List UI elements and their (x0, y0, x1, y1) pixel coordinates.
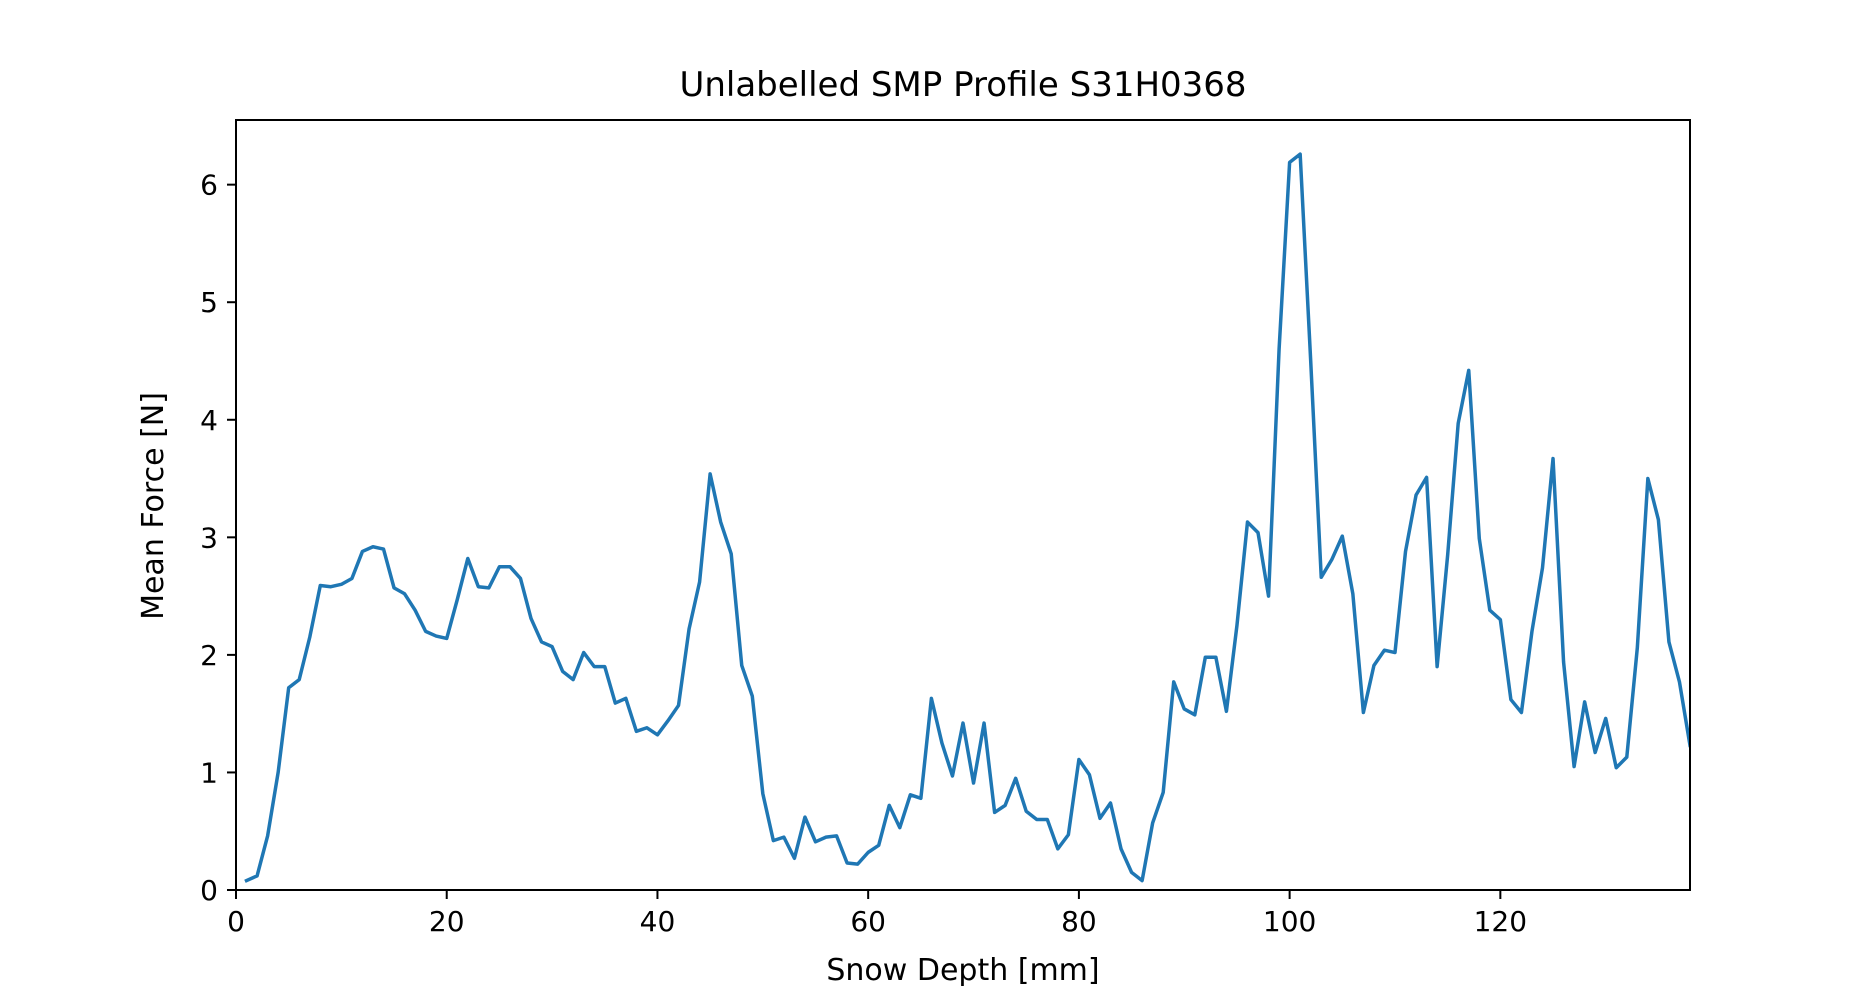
x-tick-label: 20 (429, 905, 465, 938)
plot-area (235, 119, 1691, 891)
y-tick-label: 0 (200, 874, 218, 907)
x-tick-label: 60 (850, 905, 886, 938)
x-tick-label: 80 (1061, 905, 1097, 938)
x-axis-label: Snow Depth [mm] (826, 953, 1099, 986)
y-tick-label: 5 (200, 286, 218, 319)
y-tick-label: 4 (200, 404, 218, 437)
y-tick-label: 3 (200, 521, 218, 554)
y-axis-ticks: 0 1 2 3 4 5 6 (200, 169, 236, 907)
x-axis-ticks: 0 20 40 60 80 100 120 (227, 890, 1527, 938)
y-axis-label: Mean Force [N] (136, 392, 171, 620)
series-line (244, 152, 1690, 883)
chart-title: Unlabelled SMP Profile S31H0368 (679, 65, 1246, 105)
y-tick-label: 1 (200, 756, 218, 789)
x-tick-label: 120 (1474, 905, 1527, 938)
y-tick-label: 2 (200, 639, 218, 672)
x-tick-label: 0 (227, 905, 245, 938)
x-tick-label: 40 (640, 905, 676, 938)
x-tick-label: 100 (1263, 905, 1316, 938)
plot-frame (235, 119, 1691, 891)
y-tick-label: 6 (200, 169, 218, 202)
